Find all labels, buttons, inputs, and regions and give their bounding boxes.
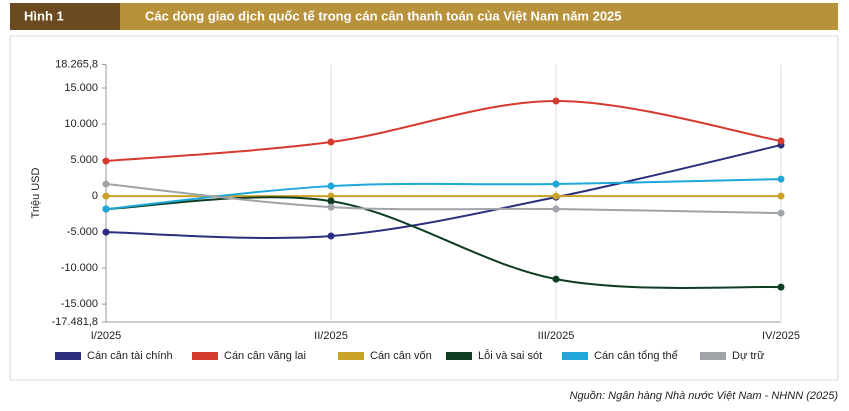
data-point: [552, 180, 560, 188]
data-point: [327, 197, 335, 205]
data-point: [327, 232, 335, 240]
data-point: [102, 228, 110, 236]
data-point: [777, 283, 785, 291]
x-tick-label: I/2025: [91, 330, 122, 342]
title-bar: [120, 3, 838, 30]
y-tick-label: -5.000: [67, 226, 98, 238]
data-point: [552, 205, 560, 213]
series-line: [105, 196, 782, 290]
data-point: [327, 182, 335, 190]
y-tick-label: 10.000: [64, 118, 98, 130]
data-point: [552, 97, 560, 105]
y-axis-label: Triệu USD: [30, 167, 42, 218]
y-tick-label: -10.000: [61, 262, 98, 274]
y-tick-label: 18.265,8: [55, 58, 98, 70]
label-box: [10, 3, 120, 30]
data-point: [552, 275, 560, 283]
legend-label: Dự trữ: [732, 350, 765, 362]
series-line: [105, 144, 782, 239]
data-point: [777, 192, 785, 200]
legend-label: Cán cân vốn: [370, 350, 432, 362]
data-point: [102, 192, 110, 200]
legend-swatch: [192, 352, 218, 360]
y-tick-label: 15.000: [64, 82, 98, 94]
figure-label: Hình 1: [24, 8, 64, 23]
x-tick-label: IV/2025: [762, 330, 800, 342]
data-point: [327, 192, 335, 200]
legend-swatch: [562, 352, 588, 360]
legend-label: Lỗi và sai sót: [478, 349, 542, 362]
y-tick-label: -15.000: [61, 298, 98, 310]
data-point: [102, 205, 110, 213]
x-tick-label: III/2025: [538, 330, 575, 342]
x-tick-label: II/2025: [314, 330, 348, 342]
legend-label: Cán cân tài chính: [87, 350, 173, 362]
chart-frame: [9, 35, 839, 381]
y-tick-label: 0: [92, 190, 98, 202]
legend-label: Cán cân vãng lai: [224, 350, 306, 362]
data-point: [777, 137, 785, 145]
series-line: [105, 100, 782, 163]
legend-swatch: [446, 352, 472, 360]
data-point: [102, 157, 110, 165]
series-line: [105, 178, 782, 211]
y-tick-label: -17.481,8: [52, 316, 98, 328]
chart-title: Các dòng giao dịch quốc tế trong cán cân…: [145, 8, 622, 23]
data-point: [102, 180, 110, 188]
data-point: [777, 175, 785, 183]
legend-label: Cán cân tổng thể: [594, 350, 678, 362]
data-point: [327, 203, 335, 211]
legend-swatch: [338, 352, 364, 360]
series-line: [105, 183, 782, 215]
legend-swatch: [55, 352, 81, 360]
data-point: [777, 209, 785, 217]
data-point: [552, 192, 560, 200]
data-point: [327, 138, 335, 146]
source: Nguồn: Ngân hàng Nhà nước Việt Nam - NHN…: [570, 390, 839, 402]
legend-swatch: [700, 352, 726, 360]
y-tick-label: 5.000: [70, 154, 98, 166]
